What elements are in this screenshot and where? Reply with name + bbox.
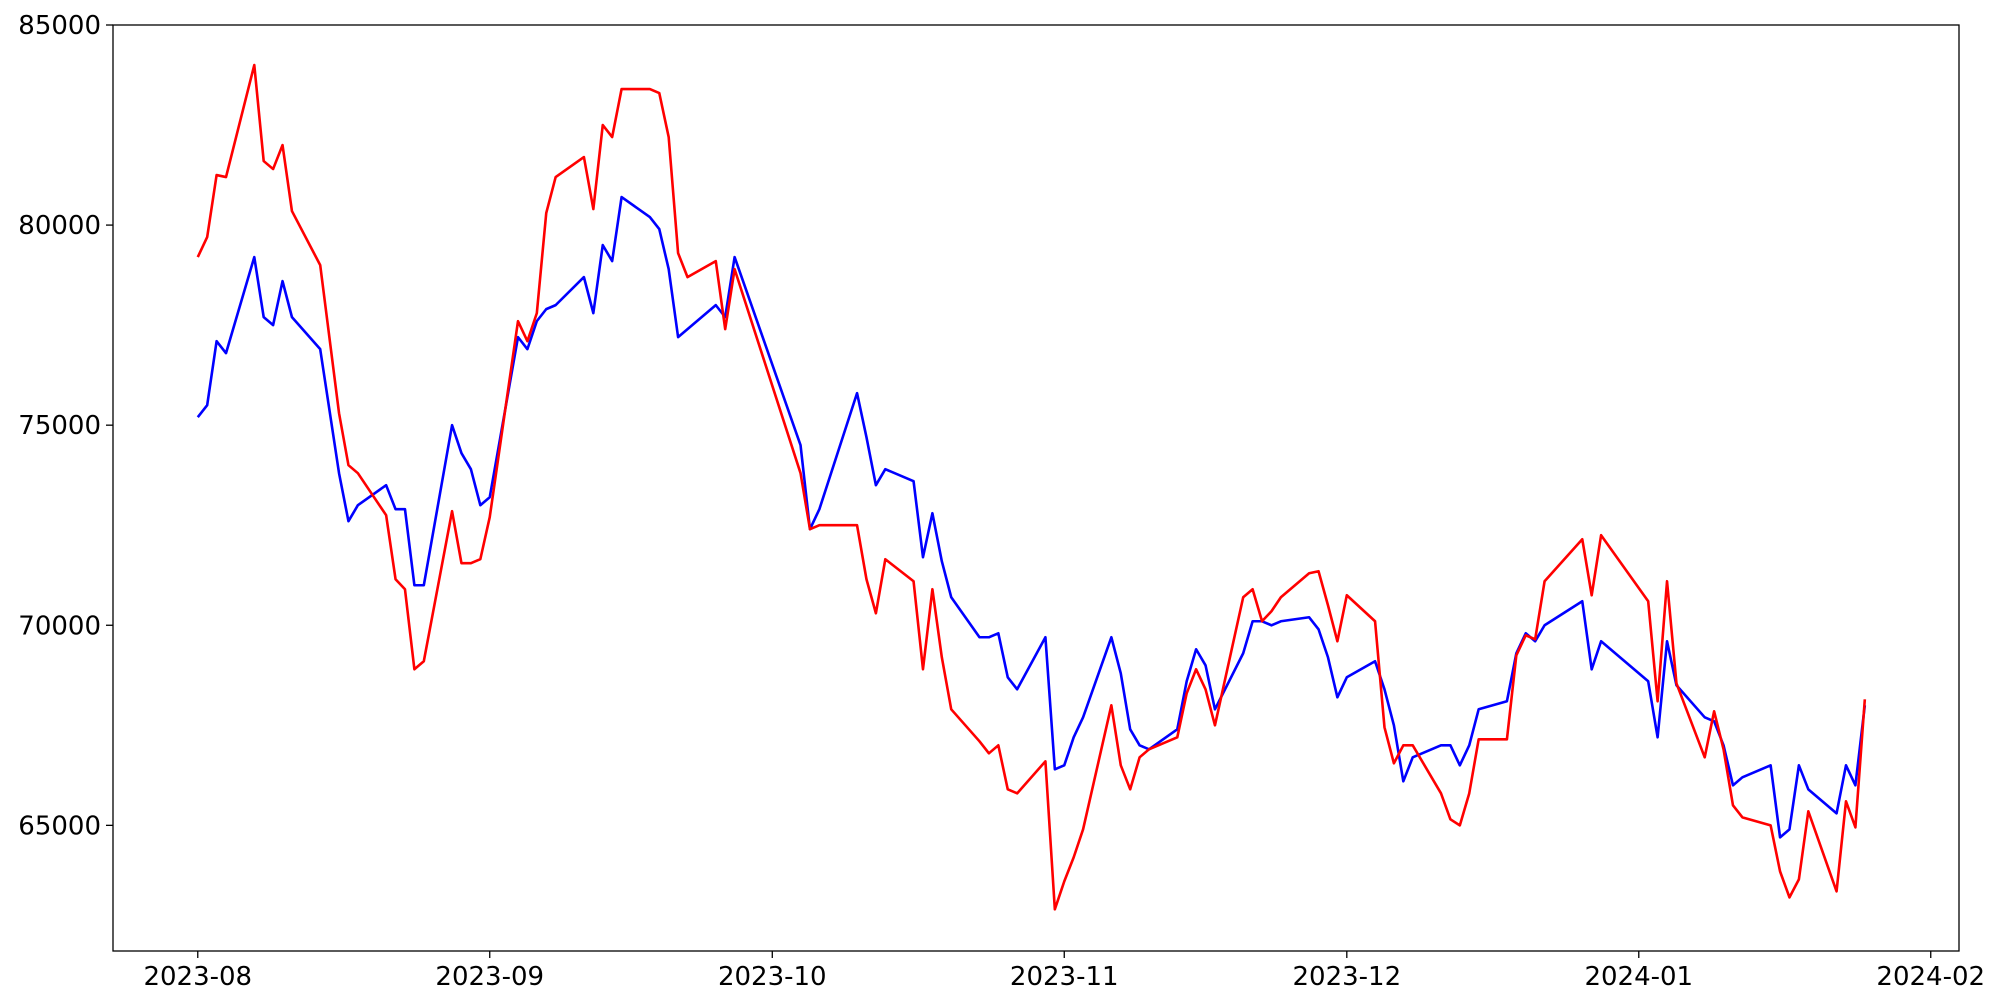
x-tick-label: 2023-10 bbox=[718, 962, 827, 992]
plot-frame bbox=[112, 24, 1960, 952]
x-tick-label: 2023-12 bbox=[1292, 962, 1401, 992]
y-tick-label: 85000 bbox=[18, 11, 101, 41]
y-tick-label: 75000 bbox=[18, 411, 101, 441]
series-line bbox=[196, 195, 1867, 839]
x-tick-label: 2023-08 bbox=[143, 962, 252, 992]
y-tick-label: 80000 bbox=[18, 211, 101, 241]
x-tick-label: 2023-11 bbox=[1010, 962, 1119, 992]
y-tick-label: 70000 bbox=[18, 611, 101, 641]
x-tick-label: 2024-01 bbox=[1584, 962, 1693, 992]
y-tick-label: 65000 bbox=[18, 811, 101, 841]
x-tick-label: 2023-09 bbox=[435, 962, 544, 992]
series-line bbox=[196, 63, 1867, 911]
x-tick-label: 2024-02 bbox=[1876, 962, 1985, 992]
